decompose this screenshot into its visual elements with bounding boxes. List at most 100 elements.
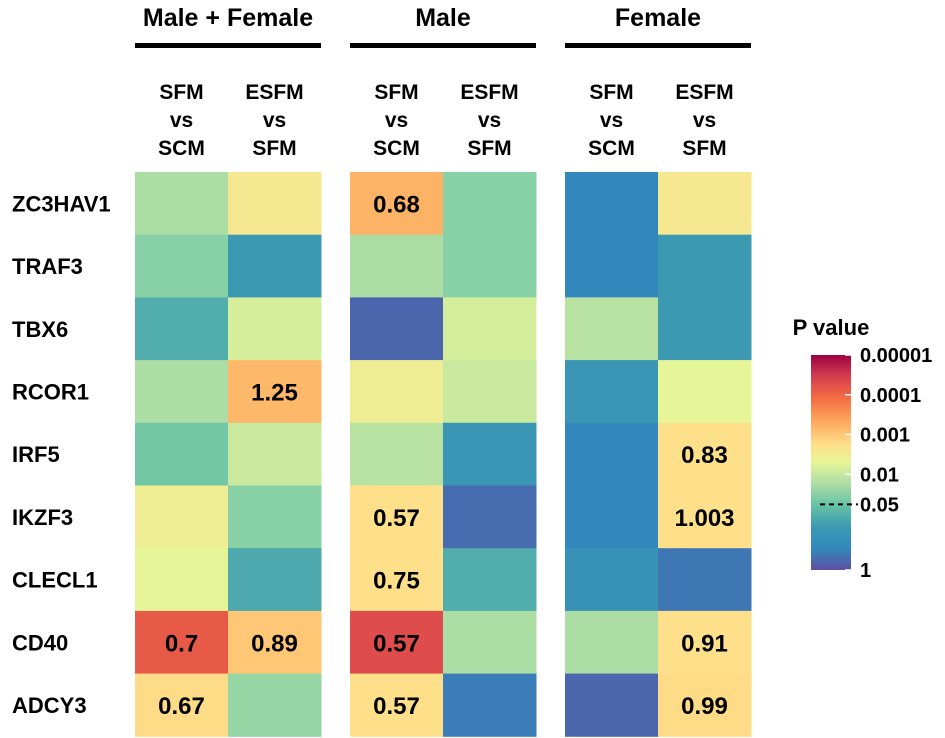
column-header: SFM vs SCM — [588, 81, 635, 160]
column-header: ESFM vs SFM — [245, 81, 303, 160]
row-label: TRAF3 — [12, 254, 83, 279]
column-header-line: SFM — [252, 137, 296, 160]
heatmap-cell — [228, 234, 322, 298]
column-header-line: SCM — [588, 137, 635, 160]
heatmap-cell — [658, 673, 752, 737]
column-header-line: ESFM — [460, 81, 518, 104]
column-header-line: vs — [600, 109, 623, 132]
legend-tick-label: 0.001 — [860, 425, 910, 447]
heatmap-cell — [443, 548, 537, 612]
heatmap-cell — [228, 673, 322, 737]
column-header-line: SCM — [158, 137, 205, 160]
row-label: CLECL1 — [12, 568, 98, 593]
heatmap-cell — [658, 172, 752, 236]
heatmap-cell — [350, 610, 444, 675]
heatmap-cell — [135, 485, 229, 549]
group-title: Female — [615, 4, 701, 32]
cell-label: 0.75 — [373, 568, 420, 595]
heatmap-cell — [443, 234, 537, 298]
legend-tick-label: 0.01 — [860, 464, 899, 486]
cell-label: 0.99 — [681, 693, 728, 720]
column-header-line: SFM — [682, 137, 726, 160]
heatmap-cell — [350, 360, 444, 424]
cell-label: 0.57 — [373, 630, 420, 657]
group-underline — [565, 43, 751, 48]
heatmap-cell — [228, 172, 322, 236]
row-label: CD40 — [12, 630, 68, 655]
legend-tick-label: 0.00001 — [860, 345, 932, 367]
legend-tick-label: 0.0001 — [860, 385, 921, 407]
row-label: IKZF3 — [12, 505, 73, 530]
column-header: ESFM vs SFM — [460, 81, 518, 160]
column-header: SFM vs SCM — [158, 81, 205, 160]
heatmap-cell — [565, 610, 659, 675]
cell-label: 0.68 — [373, 191, 420, 218]
heatmap-cell — [443, 297, 537, 361]
column-header-line: vs — [478, 109, 501, 132]
heatmap-cell — [135, 360, 229, 424]
heatmap-cell — [350, 485, 444, 549]
column-header-line: vs — [385, 109, 408, 132]
heatmap-cell — [565, 297, 659, 361]
group-underline — [350, 43, 536, 48]
heatmap-cell — [228, 422, 322, 486]
column-header-line: SFM — [374, 81, 418, 104]
heatmap-cell — [350, 422, 444, 486]
heatmap-cell — [135, 548, 229, 612]
heatmap-cell — [565, 234, 659, 298]
row-label: RCOR1 — [12, 379, 89, 404]
column-header-line: vs — [170, 109, 193, 132]
heatmap-cell — [443, 610, 537, 675]
row-label: IRF5 — [12, 442, 60, 467]
column-header-line: SFM — [159, 81, 203, 104]
heatmap-cell — [443, 360, 537, 424]
cell-label: 0.67 — [158, 693, 205, 720]
row-label: ADCY3 — [12, 693, 87, 718]
heatmap-cell — [135, 297, 229, 361]
legend-colorbar — [811, 355, 851, 570]
heatmap-cell — [228, 360, 322, 424]
heatmap-cell — [135, 610, 229, 675]
heatmap-cell — [135, 234, 229, 298]
heatmap-cell — [658, 548, 752, 612]
cell-label: 0.57 — [373, 693, 420, 720]
heatmap-cell — [228, 610, 322, 675]
cell-label: 0.89 — [251, 630, 298, 657]
heatmap-cell — [658, 485, 752, 549]
heatmap-cell — [443, 422, 537, 486]
column-header-line: SFM — [467, 137, 511, 160]
heatmap-cell — [658, 422, 752, 486]
heatmap-cell — [565, 360, 659, 424]
heatmap-cell — [565, 422, 659, 486]
heatmap-cell — [350, 673, 444, 737]
group-underline — [135, 43, 321, 48]
heatmap-cell — [228, 485, 322, 549]
heatmap-cell — [350, 172, 444, 236]
heatmap-cell — [658, 234, 752, 298]
heatmap-cell — [350, 297, 444, 361]
heatmap-cell — [565, 548, 659, 612]
heatmap-cell — [228, 297, 322, 361]
cell-label: 1.25 — [251, 379, 298, 406]
heatmap-cell — [350, 234, 444, 298]
column-header-line: SFM — [589, 81, 633, 104]
row-label: TBX6 — [12, 317, 68, 342]
cell-label: 1.003 — [674, 505, 734, 532]
heatmap-cell — [443, 485, 537, 549]
column-header-line: ESFM — [245, 81, 303, 104]
column-header: ESFM vs SFM — [675, 81, 733, 160]
column-header-line: vs — [263, 109, 286, 132]
heatmap-cell — [565, 172, 659, 236]
group-title: Male + Female — [143, 4, 313, 32]
cell-label: 0.57 — [373, 505, 420, 532]
heatmap-cell — [350, 548, 444, 612]
column-header-line: SCM — [373, 137, 420, 160]
heatmap-cell — [443, 673, 537, 737]
heatmap-cell — [565, 485, 659, 549]
heatmap-cell — [565, 673, 659, 737]
heatmap-cell — [658, 297, 752, 361]
cell-label: 0.83 — [681, 442, 728, 469]
heatmap-cell — [135, 673, 229, 737]
column-header-line: ESFM — [675, 81, 733, 104]
